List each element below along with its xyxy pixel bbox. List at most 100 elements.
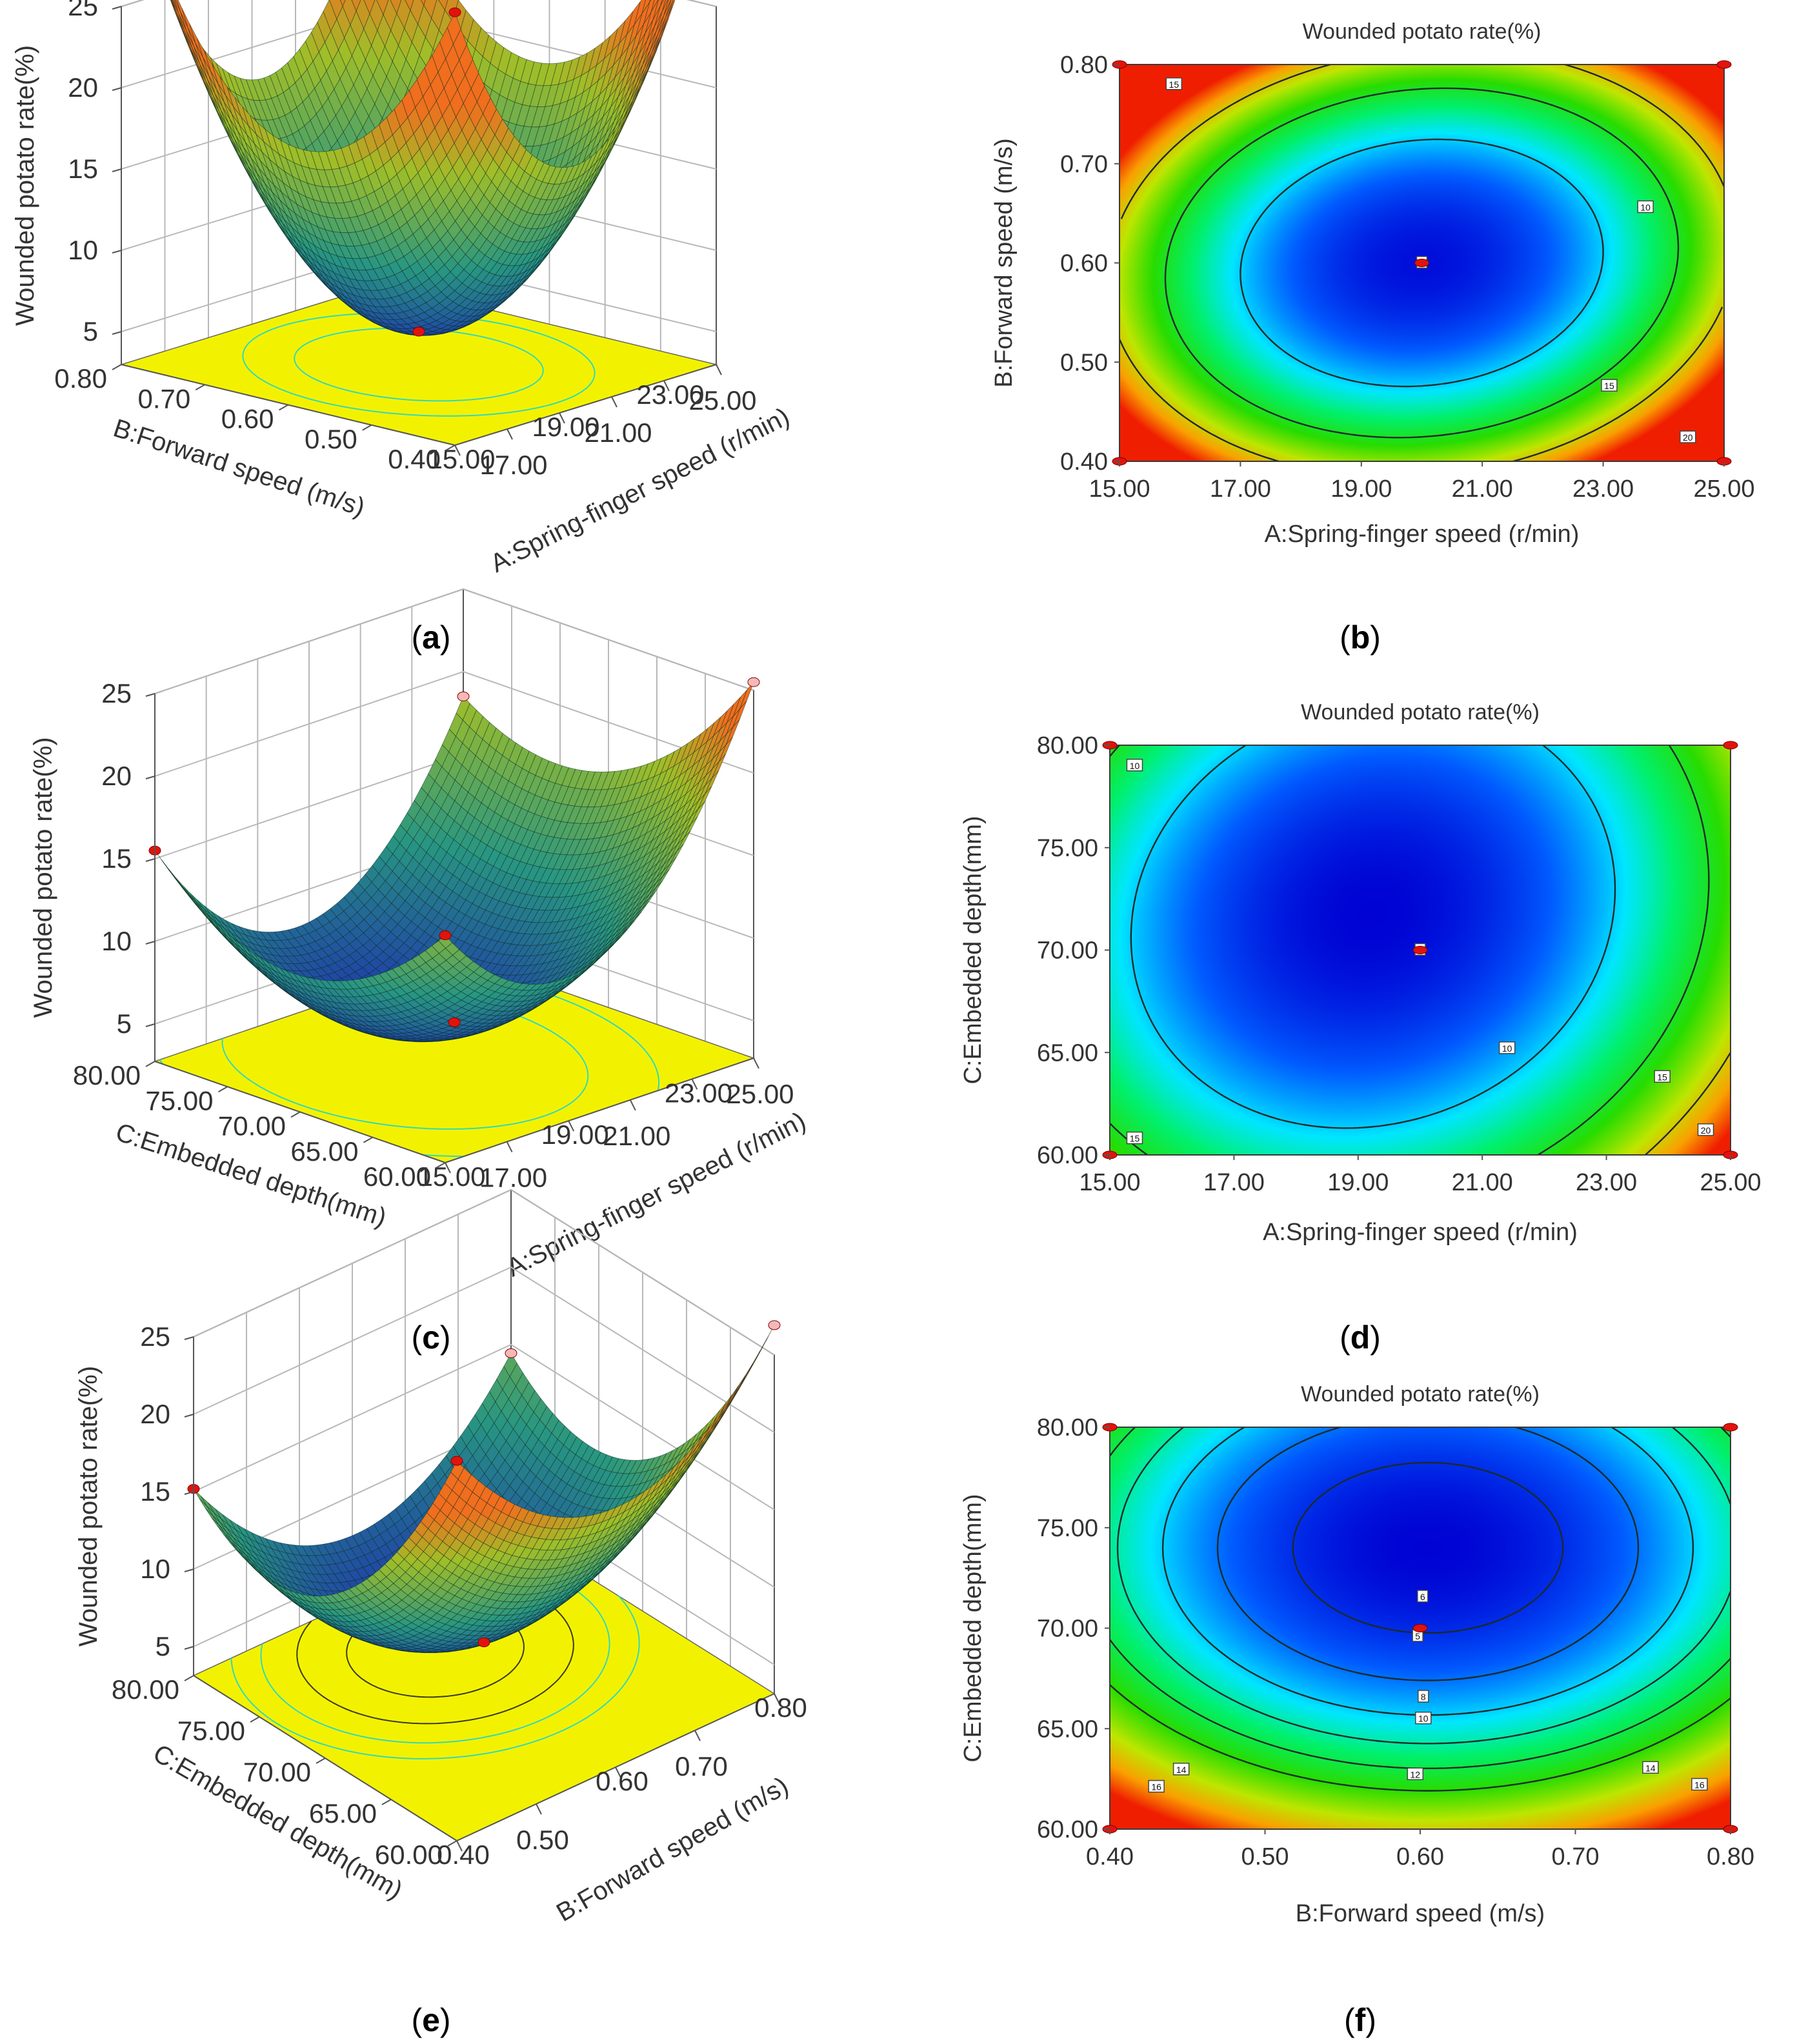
x-tick-label: 19.00 bbox=[1327, 1169, 1389, 1196]
contour-line-10 bbox=[1240, 138, 1604, 388]
surface-panel-c: 51015202515.0017.0019.0021.0023.0025.006… bbox=[29, 588, 810, 1282]
z-tick-mark bbox=[145, 858, 156, 862]
y-tick-mark bbox=[279, 404, 288, 411]
contour-label: 10 bbox=[1130, 761, 1140, 771]
x-tick-label: 21.00 bbox=[584, 417, 652, 448]
surface-mesh bbox=[170, 0, 676, 336]
contour-label-box bbox=[1637, 200, 1654, 214]
floor-contour-15 bbox=[242, 312, 596, 417]
z-tick-mark bbox=[112, 168, 122, 172]
x-tick-mark bbox=[507, 428, 513, 440]
design-point bbox=[448, 7, 461, 17]
z-tick-mark bbox=[112, 6, 122, 10]
y-tick-label: 80.00 bbox=[1037, 732, 1098, 759]
z-axis-label: Wounded potato rate(%) bbox=[29, 737, 57, 1017]
y-axis-label: B:Forward speed (m/s) bbox=[990, 138, 1018, 387]
x-tick-label: 21.00 bbox=[1452, 1169, 1513, 1196]
x-tick-label: 15.00 bbox=[1089, 476, 1150, 503]
panels-layer: 51015202515.0017.0019.0021.0023.0025.000… bbox=[11, 0, 1762, 1927]
design-point bbox=[1723, 741, 1738, 750]
z-tick-mark bbox=[145, 693, 156, 697]
surface-facet bbox=[420, 0, 426, 6]
x-tick-label: 25.00 bbox=[726, 1079, 794, 1109]
z-tick-label: 25 bbox=[101, 678, 132, 708]
y-tick-mark bbox=[363, 1136, 373, 1143]
x-tick-mark bbox=[559, 412, 565, 424]
x-tick-label: 25.00 bbox=[1700, 1169, 1761, 1196]
y-tick-mark bbox=[145, 1061, 156, 1067]
x-tick-label: 21.00 bbox=[1452, 476, 1513, 503]
x-tick-label: 17.00 bbox=[1203, 1169, 1265, 1196]
contour-line-15 bbox=[1164, 87, 1680, 439]
x-tick-label: 17.00 bbox=[479, 450, 547, 480]
y-tick-label: 60.00 bbox=[1037, 1142, 1098, 1169]
y-tick-label: 75.00 bbox=[145, 1085, 213, 1116]
z-tick-label: 15 bbox=[68, 154, 98, 184]
x-tick-label: 25.00 bbox=[688, 385, 756, 416]
x-tick-label: 23.00 bbox=[1572, 476, 1634, 503]
surface-facet bbox=[447, 12, 461, 45]
wall-gridline-z bbox=[154, 588, 754, 694]
x-tick-label: 19.00 bbox=[532, 412, 599, 442]
z-tick-mark bbox=[112, 250, 122, 254]
contour-label: 20 bbox=[1701, 1125, 1711, 1136]
y-tick-label: 65.00 bbox=[1037, 1039, 1098, 1067]
chart-title: Wounded potato rate(%) bbox=[1303, 19, 1541, 44]
z-tick-mark bbox=[145, 1023, 156, 1027]
y-tick-label: 0.70 bbox=[138, 383, 191, 414]
y-tick-mark bbox=[362, 424, 372, 431]
contour-label-box bbox=[1165, 77, 1183, 90]
y-tick-label: 75.00 bbox=[1037, 835, 1098, 862]
design-point bbox=[439, 930, 452, 941]
y-tick-mark bbox=[290, 1111, 301, 1118]
x-tick-mark bbox=[611, 396, 617, 408]
y-tick-mark bbox=[218, 1086, 228, 1093]
x-tick-label: 21.00 bbox=[603, 1121, 670, 1151]
design-point bbox=[412, 326, 425, 337]
x-tick-label: 23.00 bbox=[636, 379, 704, 410]
contour-label-box bbox=[1601, 379, 1618, 392]
contour-label-box bbox=[1680, 430, 1696, 443]
x-tick-label: 15.00 bbox=[427, 444, 495, 474]
x-axis-label: A:Spring-finger speed (r/min) bbox=[1265, 521, 1580, 548]
chart-title: Wounded potato rate(%) bbox=[1301, 700, 1540, 725]
z-tick-label: 5 bbox=[117, 1008, 132, 1039]
x-tick-label: 17.00 bbox=[479, 1163, 547, 1193]
design-point bbox=[1412, 946, 1428, 954]
z-tick-mark bbox=[112, 331, 122, 335]
design-point bbox=[448, 1017, 461, 1027]
contour-label: 10 bbox=[1640, 202, 1651, 212]
z-tick-label: 25 bbox=[68, 0, 98, 21]
x-tick-mark bbox=[753, 1057, 759, 1069]
y-tick-label: 0.40 bbox=[388, 444, 441, 474]
contour-label: 15 bbox=[1130, 1134, 1140, 1144]
y-tick-label: 80.00 bbox=[73, 1060, 141, 1090]
z-tick-label: 5 bbox=[83, 316, 98, 346]
surface-mesh bbox=[154, 681, 754, 1043]
x-tick-mark bbox=[454, 445, 461, 456]
y-tick-label: 0.70 bbox=[1060, 151, 1108, 178]
design-point bbox=[457, 691, 470, 701]
x-tick-label: 23.00 bbox=[665, 1077, 732, 1108]
x-tick-label: 25.00 bbox=[1693, 476, 1754, 503]
y-axis-label: C:Embedded depth(mm) bbox=[959, 816, 987, 1084]
y-tick-label: 65.00 bbox=[290, 1136, 358, 1167]
z-tick-mark bbox=[145, 776, 156, 779]
y-tick-label: 0.60 bbox=[1060, 250, 1108, 277]
y-tick-label: 60.00 bbox=[363, 1161, 431, 1192]
y-tick-label: 0.80 bbox=[54, 363, 107, 394]
design-point bbox=[1414, 259, 1429, 267]
z-tick-label: 10 bbox=[101, 926, 132, 956]
y-tick-mark bbox=[112, 364, 122, 370]
x-tick-mark bbox=[663, 380, 670, 392]
contour-label: 10 bbox=[1502, 1043, 1512, 1054]
y-tick-label: 0.50 bbox=[1060, 349, 1108, 376]
x-tick-mark bbox=[506, 1141, 513, 1153]
z-tick-label: 20 bbox=[68, 72, 98, 103]
y-tick-label: 0.80 bbox=[1060, 52, 1108, 79]
x-tick-mark bbox=[629, 1099, 636, 1111]
contour-line-20 bbox=[1118, 63, 1725, 463]
x-tick-mark bbox=[716, 364, 722, 376]
